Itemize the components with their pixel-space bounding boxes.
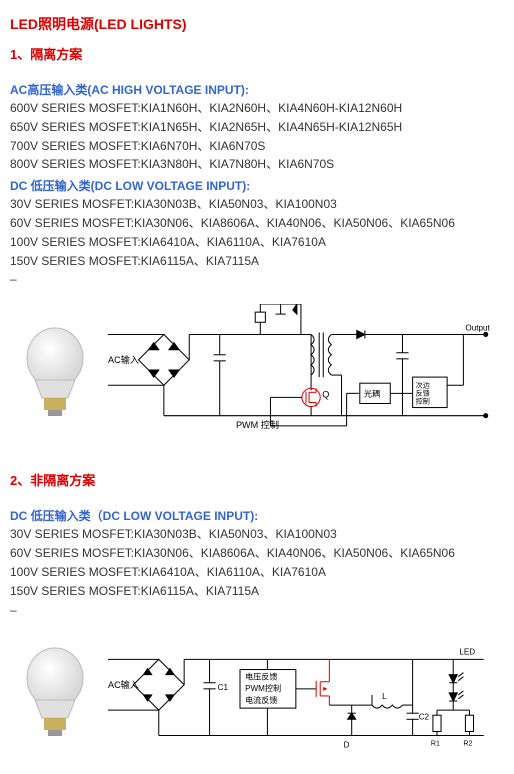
svg-text:PWM 控制: PWM 控制 xyxy=(236,419,279,430)
s1-dc-line: 150V SERIES MOSFET:KIA6115A、KIA7115A xyxy=(10,253,504,270)
section1-diagram: AC输入 PWM 控制 Q 光耦 次边 反馈 控制 Output xyxy=(10,304,504,446)
s1-dc-line: 100V SERIES MOSFET:KIA6410A、KIA6110A、KIA… xyxy=(10,234,504,251)
s2-dc-line: 30V SERIES MOSFET:KIA30N03B、KIA50N03、KIA… xyxy=(10,526,504,543)
s1-dc-line: 60V SERIES MOSFET:KIA30N06、KIA8606A、KIA4… xyxy=(10,215,504,232)
bulb-icon xyxy=(10,640,100,750)
s1-ac-line: 800V SERIES MOSFET:KIA3N80H、KIA7N80H、KIA… xyxy=(10,156,504,173)
s2-dc-line: 100V SERIES MOSFET:KIA6410A、KIA6110A、KIA… xyxy=(10,564,504,581)
s1-ac-line: 600V SERIES MOSFET:KIA1N60H、KIA2N60H、KIA… xyxy=(10,100,504,117)
s2-dc-line: 60V SERIES MOSFET:KIA30N06、KIA8606A、KIA4… xyxy=(10,545,504,562)
svg-text:光耦: 光耦 xyxy=(364,389,380,399)
svg-text:LED: LED xyxy=(459,648,475,657)
svg-text:AC输入: AC输入 xyxy=(108,354,139,365)
svg-text:D: D xyxy=(344,741,350,750)
section2-title: 2、非隔离方案 xyxy=(10,470,504,489)
s1-ac-line: 650V SERIES MOSFET:KIA1N65H、KIA2N65H、KIA… xyxy=(10,119,504,136)
main-title: LED照明电源(LED LIGHTS) xyxy=(10,14,504,34)
section1-dc-head: DC 低压输入类(DC LOW VOLTAGE INPUT): xyxy=(10,177,504,194)
bulb-icon xyxy=(10,320,100,430)
svg-text:电流反馈: 电流反馈 xyxy=(245,695,277,705)
svg-text:C1: C1 xyxy=(218,683,229,692)
dash: – xyxy=(10,602,504,619)
section1-ac-head: AC高压输入类(AC HIGH VOLTAGE INPUT): xyxy=(10,81,504,98)
svg-text:C2: C2 xyxy=(419,713,430,722)
svg-text:PWM控制: PWM控制 xyxy=(245,683,281,693)
svg-text:控制: 控制 xyxy=(416,397,430,406)
s2-dc-line: 150V SERIES MOSFET:KIA6115A、KIA7115A xyxy=(10,583,504,600)
svg-text:电压反馈: 电压反馈 xyxy=(245,672,277,682)
svg-text:R1: R1 xyxy=(431,740,440,748)
svg-text:反馈: 反馈 xyxy=(416,389,430,398)
s1-dc-line: 30V SERIES MOSFET:KIA30N03B、KIA50N03、KIA… xyxy=(10,196,504,213)
nonisolated-circuit: AC输入 C1 电压反馈 PWM控制 电流反馈 L D C2 R1 R2 LED xyxy=(108,634,504,756)
svg-text:次边: 次边 xyxy=(416,380,430,389)
section1-title: 1、隔离方案 xyxy=(10,44,504,63)
svg-text:L: L xyxy=(382,692,387,701)
s1-ac-line: 700V SERIES MOSFET:KIA6N70H、KIA6N70S xyxy=(10,138,504,155)
svg-text:Q: Q xyxy=(322,390,329,400)
isolated-circuit: AC输入 PWM 控制 Q 光耦 次边 反馈 控制 Output xyxy=(108,304,504,446)
svg-text:Output: Output xyxy=(465,324,490,333)
section2-dc-head: DC 低压输入类（DC LOW VOLTAGE INPUT): xyxy=(10,507,504,524)
svg-text:R2: R2 xyxy=(463,740,472,748)
svg-text:AC输入: AC输入 xyxy=(108,679,139,690)
section2-diagram: AC输入 C1 电压反馈 PWM控制 电流反馈 L D C2 R1 R2 LED xyxy=(10,634,504,756)
dash: – xyxy=(10,271,504,288)
